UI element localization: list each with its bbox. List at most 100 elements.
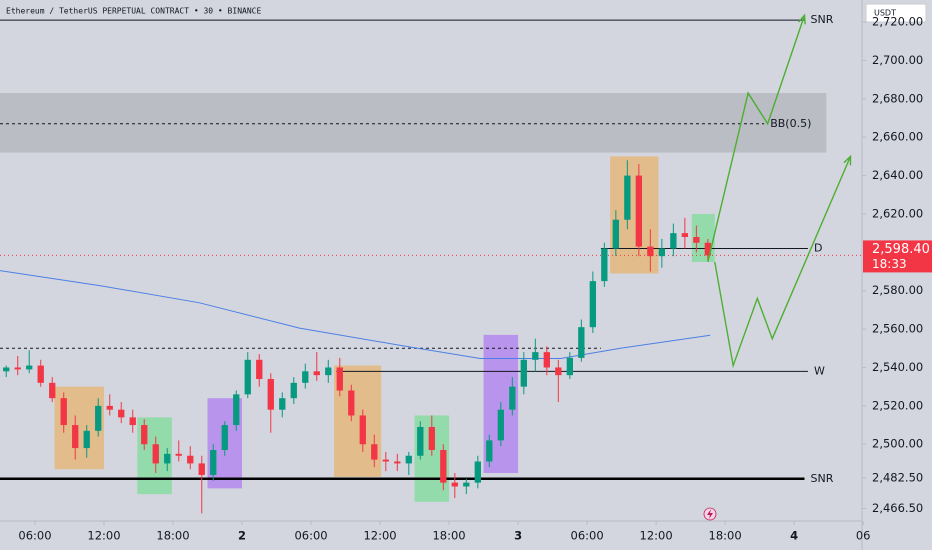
candle-body bbox=[95, 405, 102, 431]
candle-body bbox=[221, 425, 228, 450]
x-tick-label: 06:00 bbox=[571, 529, 604, 543]
candle-body bbox=[187, 455, 194, 464]
x-tick-label: 06:00 bbox=[294, 529, 327, 543]
y-tick-label: 2,482.50 bbox=[872, 470, 923, 484]
candle-body bbox=[474, 461, 481, 483]
arrow-head bbox=[797, 13, 806, 25]
level-label: W bbox=[814, 364, 825, 377]
candle-body bbox=[129, 417, 136, 426]
candle-body bbox=[49, 382, 56, 399]
candle-body bbox=[359, 415, 366, 445]
currency[interactable]: USDT bbox=[874, 9, 896, 18]
candle-body bbox=[14, 367, 21, 370]
candle-body bbox=[302, 371, 309, 383]
last-price-label: 2,598.40 bbox=[872, 242, 930, 257]
candle-body bbox=[624, 175, 631, 220]
bb-zone bbox=[0, 93, 827, 153]
candle-body bbox=[382, 459, 389, 462]
y-tick-label: 2,640.00 bbox=[872, 168, 923, 182]
candle-body bbox=[348, 390, 355, 416]
candle-body bbox=[578, 327, 585, 358]
projection-path bbox=[714, 156, 852, 369]
candle-body bbox=[658, 248, 666, 257]
candle-body bbox=[647, 246, 654, 257]
candle-body bbox=[325, 367, 332, 376]
x-tick-label: 18:00 bbox=[709, 529, 742, 543]
candle-body bbox=[152, 444, 159, 464]
candle-body bbox=[405, 455, 412, 464]
y-tick-label: 2,560.00 bbox=[872, 322, 923, 336]
candle-body bbox=[601, 248, 608, 282]
candle-body bbox=[60, 398, 67, 426]
y-tick-label: 2,680.00 bbox=[872, 91, 923, 105]
candle-body bbox=[612, 219, 620, 249]
candle-body bbox=[336, 367, 343, 391]
event-icon-bolt bbox=[707, 509, 713, 519]
candle-body bbox=[417, 426, 424, 456]
moving-average bbox=[0, 270, 711, 359]
x-tick-label: 2 bbox=[238, 529, 246, 543]
candle-body bbox=[175, 453, 182, 456]
candle-body bbox=[233, 394, 240, 426]
level-label: BB(0.5) bbox=[770, 117, 811, 130]
candle-body bbox=[244, 359, 251, 395]
x-tick-label: 18:00 bbox=[156, 529, 189, 543]
chart-title: Ethereum / TetherUS PERPETUAL CONTRACT •… bbox=[6, 7, 261, 16]
candle-body bbox=[520, 359, 527, 387]
candle-body bbox=[256, 359, 263, 379]
x-tick-label: 4 bbox=[790, 529, 798, 543]
candle-body bbox=[451, 482, 458, 487]
candle-body bbox=[118, 409, 125, 418]
candle-body bbox=[290, 382, 297, 399]
candle-body bbox=[440, 449, 447, 483]
candle-body bbox=[371, 444, 378, 460]
level-label: D bbox=[814, 242, 822, 255]
candle-body bbox=[635, 175, 643, 247]
candle-body bbox=[681, 233, 689, 237]
candle-body bbox=[555, 367, 562, 376]
last-price-tag bbox=[863, 240, 932, 273]
candle-body bbox=[693, 236, 700, 243]
candle-body bbox=[463, 482, 470, 487]
level-label: SNR bbox=[810, 472, 833, 485]
candle-body bbox=[3, 367, 10, 372]
y-tick-label: 2,620.00 bbox=[872, 206, 923, 220]
candle-body bbox=[543, 352, 550, 368]
x-tick-label: 18:00 bbox=[432, 529, 465, 543]
y-tick-label: 2,580.00 bbox=[872, 283, 923, 297]
y-tick-label: 2,520.00 bbox=[872, 398, 923, 412]
candle-body bbox=[566, 357, 573, 376]
candle-body bbox=[313, 371, 320, 376]
candle-body bbox=[670, 233, 677, 249]
x-tick-label: 06 bbox=[856, 529, 871, 543]
candle-body bbox=[394, 461, 401, 464]
currency-button[interactable] bbox=[865, 3, 927, 23]
candle-body bbox=[26, 365, 33, 370]
candle-body bbox=[267, 378, 274, 410]
x-tick-label: 12:00 bbox=[87, 529, 120, 543]
candle-body bbox=[509, 386, 516, 410]
candle-body bbox=[704, 242, 712, 256]
x-tick-label: 3 bbox=[514, 529, 522, 543]
candle-body bbox=[589, 281, 597, 328]
y-tick-label: 2,660.00 bbox=[872, 130, 923, 144]
candle-body bbox=[198, 463, 205, 475]
y-tick-label: 2,700.00 bbox=[872, 53, 923, 67]
candle-body bbox=[497, 409, 504, 441]
y-tick-label: 2,500.00 bbox=[872, 437, 923, 451]
x-tick-label: 12:00 bbox=[640, 529, 673, 543]
candle-body bbox=[164, 453, 171, 464]
candle-body bbox=[486, 440, 493, 462]
candle-body bbox=[210, 449, 217, 475]
candle-body bbox=[106, 405, 113, 410]
candle-body bbox=[37, 365, 44, 383]
level-label: SNR bbox=[810, 13, 833, 26]
candle-body bbox=[532, 352, 539, 360]
candle-body bbox=[428, 426, 435, 450]
arrow-head bbox=[843, 154, 852, 166]
countdown: 18:33 bbox=[872, 257, 907, 271]
y-tick-label: 2,466.50 bbox=[872, 501, 923, 515]
x-tick-label: 12:00 bbox=[363, 529, 396, 543]
candle-body bbox=[279, 398, 286, 410]
